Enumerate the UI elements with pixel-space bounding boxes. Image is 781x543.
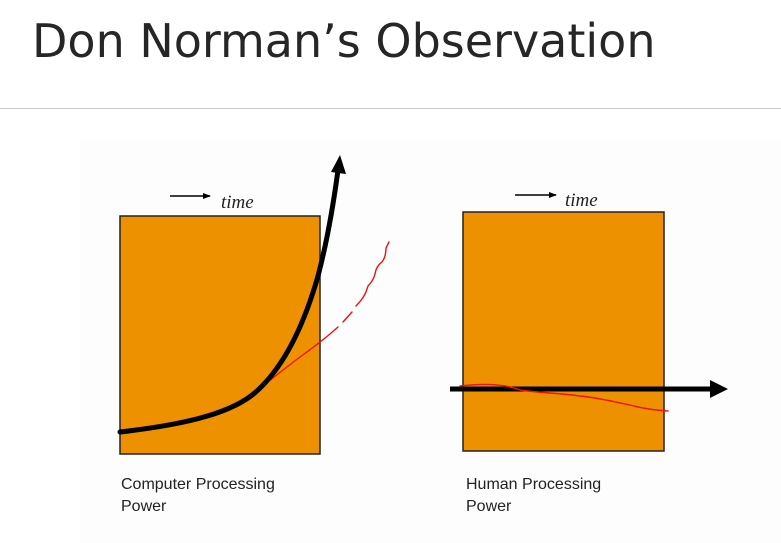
right-caption-line-1: Human Processing <box>466 476 602 493</box>
title-divider <box>0 108 781 109</box>
left-box <box>119 215 321 455</box>
right-box <box>462 211 665 452</box>
left-time-label: time <box>221 192 254 213</box>
right-annotation-line <box>459 383 669 412</box>
left-caption-line-1: Computer Processing <box>121 476 275 493</box>
left-caption-line-2: Power <box>121 498 167 515</box>
right-caption: Human Processing Power <box>466 474 601 518</box>
right-time-label: time <box>565 190 598 211</box>
right-caption-line-2: Power <box>466 498 512 515</box>
left-curve-arrowhead-icon <box>331 155 346 174</box>
slide-title: Don Norman’s Observation <box>32 14 656 68</box>
left-caption: Computer Processing Power <box>121 474 275 518</box>
left-exponential-curve <box>117 167 341 435</box>
right-flat-arrowhead-icon <box>710 380 728 398</box>
